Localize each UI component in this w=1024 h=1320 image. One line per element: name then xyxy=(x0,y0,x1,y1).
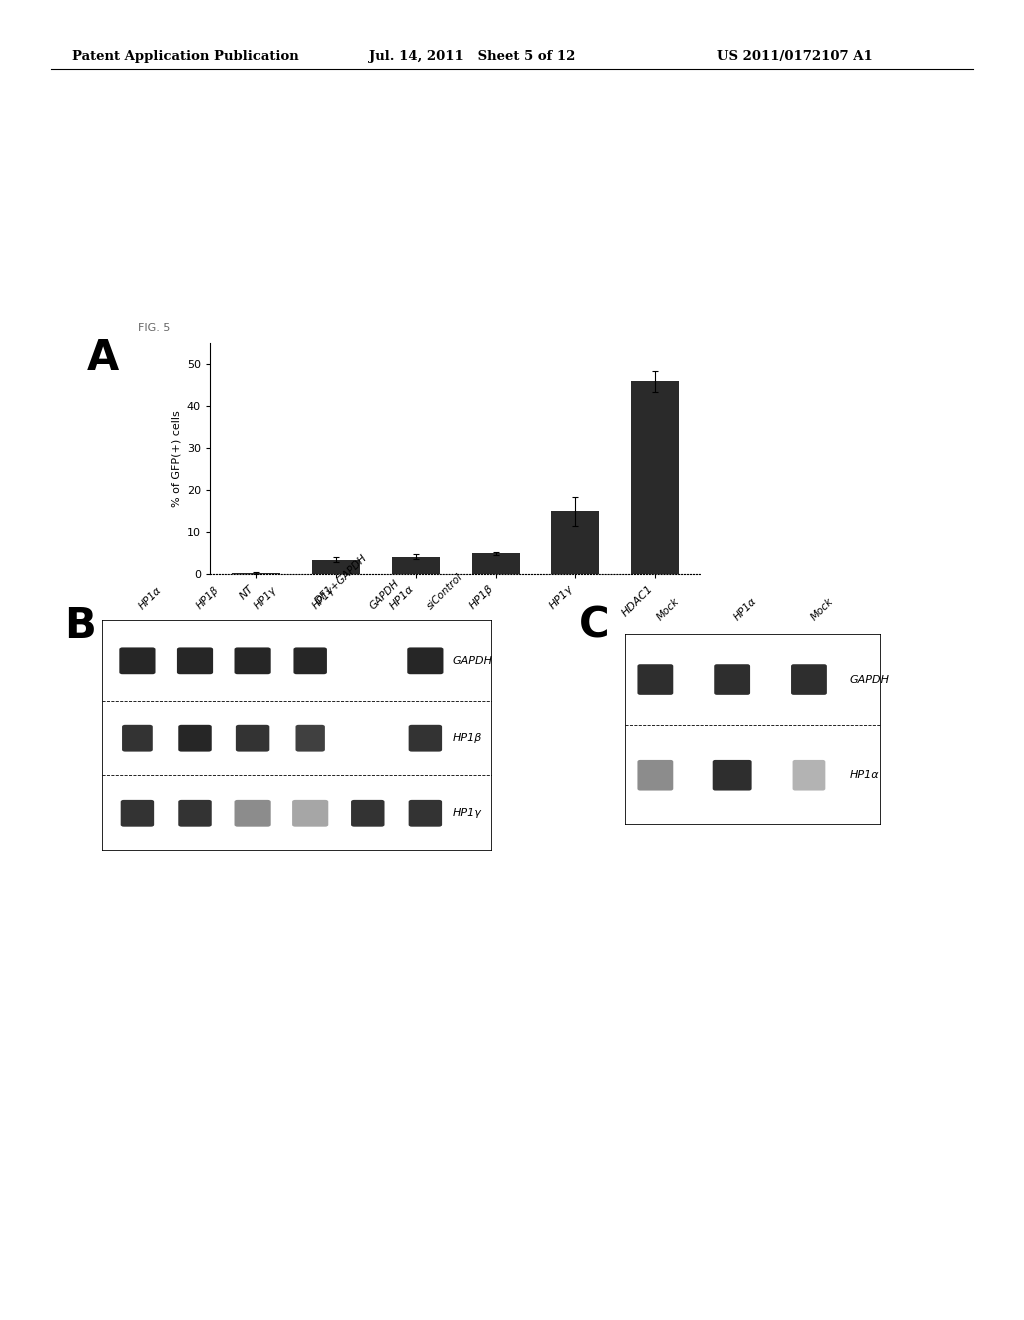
FancyBboxPatch shape xyxy=(234,647,270,675)
Text: Mock: Mock xyxy=(655,595,682,622)
Bar xyxy=(552,511,599,574)
Text: HP1γ: HP1γ xyxy=(253,585,279,611)
Text: Mock: Mock xyxy=(809,595,836,622)
FancyBboxPatch shape xyxy=(294,647,327,675)
FancyBboxPatch shape xyxy=(409,800,442,826)
Text: HP1β: HP1β xyxy=(453,733,482,743)
FancyBboxPatch shape xyxy=(351,800,384,826)
FancyBboxPatch shape xyxy=(408,647,443,675)
FancyBboxPatch shape xyxy=(793,760,825,791)
Bar xyxy=(472,553,519,574)
FancyBboxPatch shape xyxy=(178,725,212,751)
FancyBboxPatch shape xyxy=(713,760,752,791)
Text: GAPDH: GAPDH xyxy=(850,675,890,685)
Text: HP1α: HP1α xyxy=(732,595,759,622)
FancyBboxPatch shape xyxy=(791,664,827,694)
FancyBboxPatch shape xyxy=(715,664,750,694)
Text: HP1γ+GAPDH: HP1γ+GAPDH xyxy=(310,553,369,611)
Text: C: C xyxy=(579,605,609,647)
Bar xyxy=(392,557,439,574)
FancyBboxPatch shape xyxy=(292,800,329,826)
Text: HP1α: HP1α xyxy=(137,585,164,611)
Text: GAPDH: GAPDH xyxy=(453,656,493,665)
FancyBboxPatch shape xyxy=(177,647,213,675)
Bar xyxy=(312,560,359,574)
Text: GAPDH: GAPDH xyxy=(368,578,401,611)
FancyBboxPatch shape xyxy=(120,647,156,675)
Text: HP1β: HP1β xyxy=(195,585,221,611)
Text: HP1γ: HP1γ xyxy=(453,808,481,818)
Text: A: A xyxy=(87,337,119,379)
Text: B: B xyxy=(65,605,96,647)
Text: Patent Application Publication: Patent Application Publication xyxy=(72,50,298,63)
Y-axis label: % of GFP(+) cells: % of GFP(+) cells xyxy=(171,411,181,507)
FancyBboxPatch shape xyxy=(637,664,674,694)
Text: US 2011/0172107 A1: US 2011/0172107 A1 xyxy=(717,50,872,63)
FancyBboxPatch shape xyxy=(178,800,212,826)
FancyBboxPatch shape xyxy=(234,800,270,826)
Bar xyxy=(631,381,679,574)
FancyBboxPatch shape xyxy=(122,725,153,751)
Text: HP1α: HP1α xyxy=(850,771,880,780)
Text: Jul. 14, 2011   Sheet 5 of 12: Jul. 14, 2011 Sheet 5 of 12 xyxy=(369,50,575,63)
Text: FIG. 5: FIG. 5 xyxy=(138,323,171,334)
FancyBboxPatch shape xyxy=(121,800,155,826)
FancyBboxPatch shape xyxy=(236,725,269,751)
FancyBboxPatch shape xyxy=(637,760,674,791)
FancyBboxPatch shape xyxy=(296,725,325,751)
Text: siControl: siControl xyxy=(425,572,465,611)
FancyBboxPatch shape xyxy=(409,725,442,751)
